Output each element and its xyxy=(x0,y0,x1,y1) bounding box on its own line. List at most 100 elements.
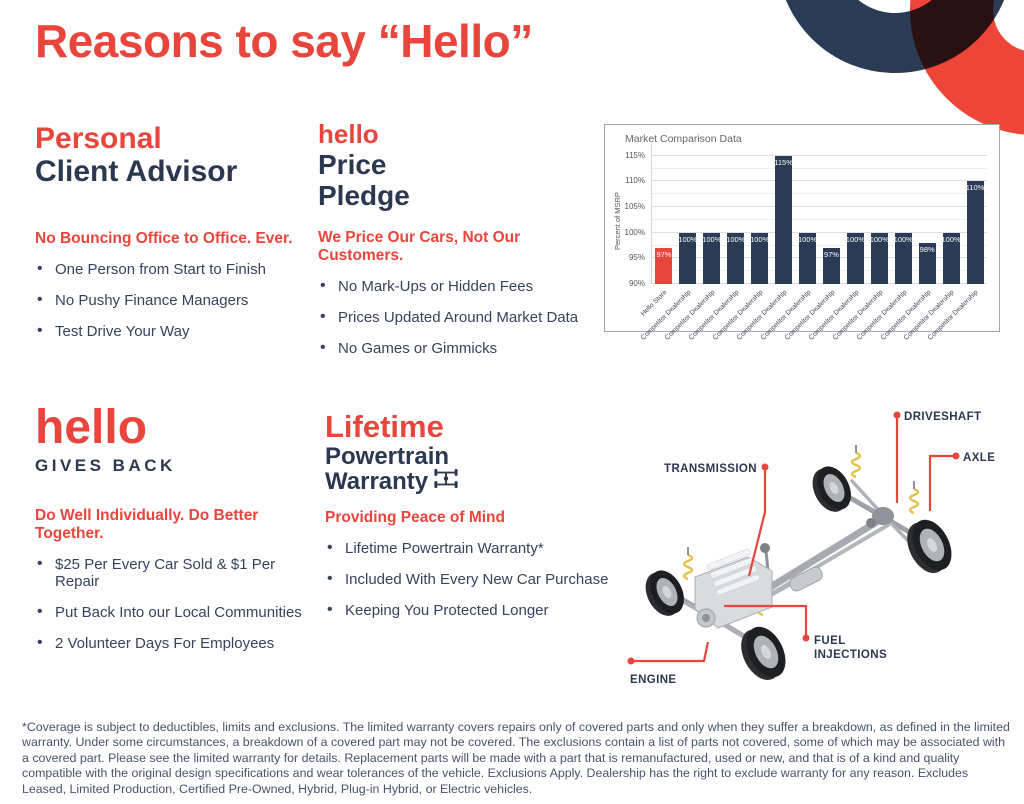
hello-logo: hello xyxy=(35,401,148,454)
chart-bar: 98% xyxy=(918,242,936,284)
bullet-list: $25 Per Every Car Sold & $1 Per Repair P… xyxy=(35,555,320,652)
chart-gridline xyxy=(652,180,987,182)
market-comparison-chart: Market Comparison Data Percent of MSRP 9… xyxy=(604,124,1000,342)
chart-bar-value: 110% xyxy=(965,183,985,193)
bullet-item: Included With Every New Car Purchase xyxy=(325,570,625,588)
axle-label: AXLE xyxy=(963,452,995,464)
red-ring-shape xyxy=(910,0,1024,135)
chart-bar-value: 115% xyxy=(774,157,793,167)
chart-gridline xyxy=(652,167,987,169)
engine-callout-line xyxy=(631,641,710,663)
transmission-callout-dot xyxy=(761,463,769,471)
chart-gridline xyxy=(652,154,987,156)
chart-gridline xyxy=(652,244,987,246)
chassis-diagram: DRIVESHAFT AXLE TRANSMISSION FUEL INJECT… xyxy=(627,411,995,686)
powertrain-icon xyxy=(434,469,458,493)
bullet-item: No Mark-Ups or Hidden Fees xyxy=(318,277,598,295)
bullet-item: $25 Per Every Car Sold & $1 Per Repair xyxy=(35,555,320,590)
bullet-item: One Person from Start to Finish xyxy=(35,260,320,278)
chart-bar: 100% xyxy=(893,232,913,284)
bullet-item: Test Drive Your Way xyxy=(35,322,320,340)
chart-gridline xyxy=(652,283,987,284)
section-heading-navy: Pledge xyxy=(318,180,410,212)
bullet-list: No Mark-Ups or Hidden Fees Prices Update… xyxy=(318,277,598,357)
chart-bar: 100% xyxy=(750,232,770,284)
chart-bar-value: 97% xyxy=(823,250,839,260)
fuel-injections-label-line1: FUEL xyxy=(814,635,846,647)
chart-bar-value: 100% xyxy=(941,234,961,244)
chart-bar-value: 100% xyxy=(750,234,770,244)
section-personal-client-advisor: Personal Client Advisor No Bouncing Offi… xyxy=(35,122,320,354)
chart-y-axis-label: Percent of MSRP xyxy=(613,192,622,250)
bullet-item: No Pushy Finance Managers xyxy=(35,291,320,309)
chart-bar: 100% xyxy=(678,232,698,284)
driveshaft-label: DRIVESHAFT xyxy=(904,411,981,423)
fuel-injections-callout-dot xyxy=(802,634,810,642)
section-subhead: No Bouncing Office to Office. Ever. xyxy=(35,230,293,247)
chart-bar: 100% xyxy=(845,232,865,284)
navy-ring-shape xyxy=(777,0,1013,73)
section-subhead: We Price Our Cars, Not Our Customers. xyxy=(318,228,521,264)
bullet-item: Keeping You Protected Longer xyxy=(325,601,625,619)
axle-callout-line xyxy=(928,454,956,511)
driveshaft-callout-dot xyxy=(893,411,901,419)
axle-callout-dot xyxy=(952,452,960,460)
chart-bar: 97% xyxy=(655,248,673,284)
chart-gridline xyxy=(652,231,987,233)
chart-plot: 90% 95% 100% 105% 110% 115% 97% Hello Store 100%… xyxy=(625,143,987,342)
engine-callout-dot xyxy=(627,657,635,665)
section-lifetime-warranty: Lifetime Powertrain Warranty xyxy=(325,409,625,633)
section-subhead: Do Well Individually. Do Better Together… xyxy=(35,506,259,542)
chart-bar: 97% xyxy=(822,248,840,284)
section-price-pledge: hello Price Pledge We Price Our Cars, No… xyxy=(318,119,598,371)
chart-bar: 100% xyxy=(941,232,961,284)
chart-gridline xyxy=(652,257,987,259)
chart-ytick-label: 105% xyxy=(624,202,645,212)
gives-back-tagline: GIVES BACK xyxy=(35,455,176,475)
section-heading-red: Lifetime xyxy=(325,409,444,444)
chassis-illustration xyxy=(645,445,952,680)
section-heading-navy: Price xyxy=(318,149,387,181)
chart-ytick-label: 110% xyxy=(625,176,645,186)
bullet-item: 2 Volunteer Days For Employees xyxy=(35,634,320,652)
page-title: Reasons to say “Hello” xyxy=(35,15,533,67)
chart-gridline xyxy=(652,193,987,195)
section-heading-navy: Client Advisor xyxy=(35,155,238,188)
chart-bar-value: 100% xyxy=(797,234,818,244)
section-gives-back: hello GIVES BACK Do Well Individually. D… xyxy=(35,401,320,666)
footer-disclaimer: *Coverage is subject to deductibles, lim… xyxy=(22,720,1010,796)
chart-bar-value: 100% xyxy=(893,234,913,244)
section-heading-red: Personal xyxy=(35,122,162,155)
chart-bar: 100% xyxy=(797,232,818,284)
chart-bar: 100% xyxy=(726,232,746,284)
chart-ytick-label: 95% xyxy=(628,253,645,263)
chart-bar: 110% xyxy=(965,181,985,284)
engine-label: ENGINE xyxy=(630,674,677,686)
chart-bar-value: 98% xyxy=(919,244,935,254)
chart-xtick-label: Competitor Dealership xyxy=(927,289,980,342)
bullet-item: Lifetime Powertrain Warranty* xyxy=(325,539,625,557)
transmission-label: TRANSMISSION xyxy=(664,463,757,475)
chart-bar: 115% xyxy=(774,155,793,284)
chart-bar: 100% xyxy=(870,232,889,284)
chart-title: Market Comparison Data xyxy=(625,133,742,145)
chart-ytick-label: 100% xyxy=(624,227,645,237)
fuel-injections-callout-line xyxy=(724,604,808,638)
section-heading-navy: Warranty xyxy=(325,467,429,495)
chart-bar-value: 100% xyxy=(726,234,746,244)
chart-gridline xyxy=(652,218,987,220)
chart-bar-value: 100% xyxy=(678,234,698,244)
chart-ytick-label: 90% xyxy=(628,279,645,288)
chart-ytick-label: 115% xyxy=(625,150,645,160)
hello-logo: hello xyxy=(318,119,379,149)
bullet-list: One Person from Start to Finish No Pushy… xyxy=(35,260,320,340)
bullet-item: No Games or Gimmicks xyxy=(318,339,598,357)
bullet-item: Put Back Into our Local Communities xyxy=(35,603,320,621)
section-heading-navy: Powertrain xyxy=(325,442,450,470)
chart-gridline xyxy=(652,270,987,272)
chart-bar-value: 100% xyxy=(702,234,722,244)
bullet-item: Prices Updated Around Market Data xyxy=(318,308,598,326)
chart-gridline xyxy=(652,206,987,208)
transmission-callout-line xyxy=(747,467,767,577)
chart-bar-value: 100% xyxy=(845,234,865,244)
